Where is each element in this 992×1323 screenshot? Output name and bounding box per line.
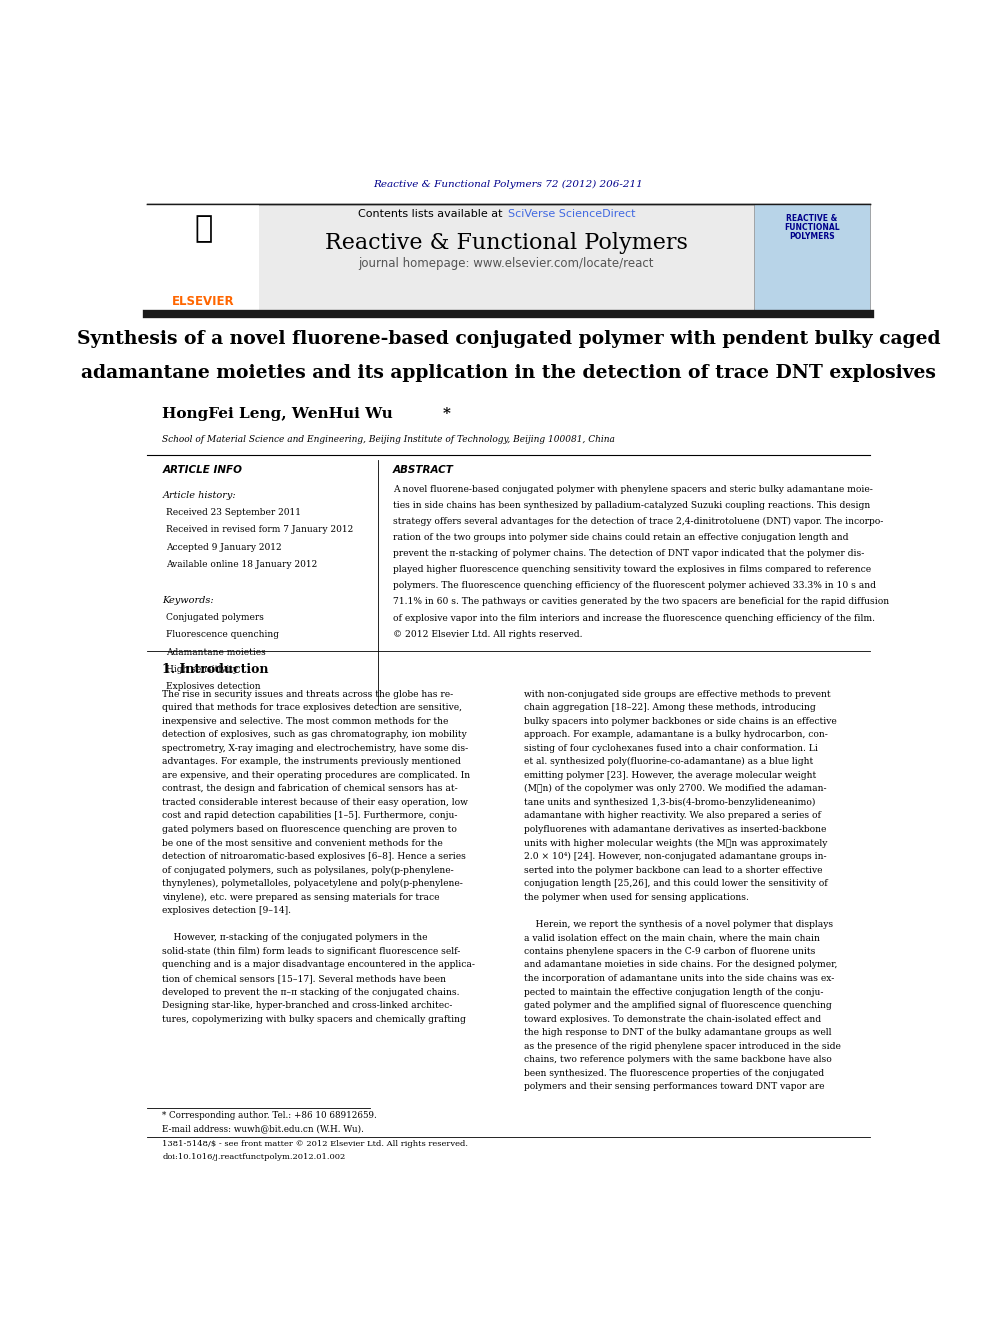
- Text: polyfluorenes with adamantane derivatives as inserted-backbone: polyfluorenes with adamantane derivative…: [524, 826, 826, 833]
- Text: prevent the π-stacking of polymer chains. The detection of DNT vapor indicated t: prevent the π-stacking of polymer chains…: [393, 549, 864, 558]
- Text: POLYMERS: POLYMERS: [790, 232, 835, 241]
- Text: ties in side chains has been synthesized by palladium-catalyzed Suzuki coupling : ties in side chains has been synthesized…: [393, 501, 870, 509]
- Text: *: *: [443, 407, 451, 421]
- Text: Keywords:: Keywords:: [163, 595, 214, 605]
- Text: Fluorescence quenching: Fluorescence quenching: [167, 631, 280, 639]
- Text: thynylenes), polymetalloles, polyacetylene and poly(p-phenylene-: thynylenes), polymetalloles, polyacetyle…: [163, 880, 463, 888]
- Text: Designing star-like, hyper-branched and cross-linked architec-: Designing star-like, hyper-branched and …: [163, 1002, 452, 1011]
- FancyBboxPatch shape: [259, 204, 755, 314]
- Text: Explosives detection: Explosives detection: [167, 683, 261, 692]
- Text: played higher fluorescence quenching sensitivity toward the explosives in films : played higher fluorescence quenching sen…: [393, 565, 871, 574]
- Text: the incorporation of adamantane units into the side chains was ex-: the incorporation of adamantane units in…: [524, 974, 834, 983]
- Text: chain aggregation [18–22]. Among these methods, introducing: chain aggregation [18–22]. Among these m…: [524, 703, 815, 712]
- Text: inexpensive and selective. The most common methods for the: inexpensive and selective. The most comm…: [163, 717, 448, 725]
- Text: chains, two reference polymers with the same backbone have also: chains, two reference polymers with the …: [524, 1056, 831, 1064]
- Text: Received in revised form 7 January 2012: Received in revised form 7 January 2012: [167, 525, 353, 534]
- Text: are expensive, and their operating procedures are complicated. In: are expensive, and their operating proce…: [163, 771, 470, 779]
- FancyBboxPatch shape: [755, 204, 870, 314]
- Text: units with higher molecular weights (the M͟n was approximately: units with higher molecular weights (the…: [524, 839, 827, 848]
- Text: journal homepage: www.elsevier.com/locate/react: journal homepage: www.elsevier.com/locat…: [358, 257, 654, 270]
- Text: approach. For example, adamantane is a bulky hydrocarbon, con-: approach. For example, adamantane is a b…: [524, 730, 827, 740]
- Text: the high response to DNT of the bulky adamantane groups as well: the high response to DNT of the bulky ad…: [524, 1028, 831, 1037]
- Text: SciVerse ScienceDirect: SciVerse ScienceDirect: [509, 209, 636, 218]
- Text: tures, copolymerizing with bulky spacers and chemically grafting: tures, copolymerizing with bulky spacers…: [163, 1015, 466, 1024]
- Text: The rise in security issues and threats across the globe has re-: The rise in security issues and threats …: [163, 689, 453, 699]
- Text: detection of nitroaromatic-based explosives [6–8]. Hence a series: detection of nitroaromatic-based explosi…: [163, 852, 466, 861]
- Text: A novel fluorene-based conjugated polymer with phenylene spacers and steric bulk: A novel fluorene-based conjugated polyme…: [393, 484, 873, 493]
- Text: However, π-stacking of the conjugated polymers in the: However, π-stacking of the conjugated po…: [163, 934, 428, 942]
- Text: gated polymers based on fluorescence quenching are proven to: gated polymers based on fluorescence que…: [163, 826, 457, 833]
- Text: developed to prevent the π–π stacking of the conjugated chains.: developed to prevent the π–π stacking of…: [163, 987, 460, 996]
- Text: cost and rapid detection capabilities [1–5]. Furthermore, conju-: cost and rapid detection capabilities [1…: [163, 811, 458, 820]
- Text: sisting of four cyclohexanes fused into a chair conformation. Li: sisting of four cyclohexanes fused into …: [524, 744, 817, 753]
- Text: polymers and their sensing performances toward DNT vapor are: polymers and their sensing performances …: [524, 1082, 824, 1091]
- FancyBboxPatch shape: [147, 204, 259, 314]
- Text: tracted considerable interest because of their easy operation, low: tracted considerable interest because of…: [163, 798, 468, 807]
- Text: quired that methods for trace explosives detection are sensitive,: quired that methods for trace explosives…: [163, 703, 462, 712]
- Text: and adamantane moieties in side chains. For the designed polymer,: and adamantane moieties in side chains. …: [524, 960, 837, 970]
- Text: HongFei Leng, WenHui Wu: HongFei Leng, WenHui Wu: [163, 407, 393, 421]
- Text: et al. synthesized poly(fluorine-co-adamantane) as a blue light: et al. synthesized poly(fluorine-co-adam…: [524, 757, 813, 766]
- Text: 🌳: 🌳: [194, 214, 212, 242]
- Text: vinylene), etc. were prepared as sensing materials for trace: vinylene), etc. were prepared as sensing…: [163, 893, 439, 902]
- Text: Adamantane moieties: Adamantane moieties: [167, 648, 266, 656]
- Text: pected to maintain the effective conjugation length of the conju-: pected to maintain the effective conjuga…: [524, 987, 823, 996]
- Text: ration of the two groups into polymer side chains could retain an effective conj: ration of the two groups into polymer si…: [393, 533, 848, 542]
- Text: be one of the most sensitive and convenient methods for the: be one of the most sensitive and conveni…: [163, 839, 443, 848]
- Text: of conjugated polymers, such as polysilanes, poly(p-phenylene-: of conjugated polymers, such as polysila…: [163, 865, 454, 875]
- Text: FUNCTIONAL: FUNCTIONAL: [785, 224, 840, 232]
- Text: ABSTRACT: ABSTRACT: [393, 466, 454, 475]
- Text: quenching and is a major disadvantage encountered in the applica-: quenching and is a major disadvantage en…: [163, 960, 475, 970]
- Text: detection of explosives, such as gas chromatography, ion mobility: detection of explosives, such as gas chr…: [163, 730, 467, 740]
- Text: conjugation length [25,26], and this could lower the sensitivity of: conjugation length [25,26], and this cou…: [524, 880, 827, 888]
- Text: as the presence of the rigid phenylene spacer introduced in the side: as the presence of the rigid phenylene s…: [524, 1041, 840, 1050]
- Text: High sensitivity: High sensitivity: [167, 665, 238, 673]
- Text: explosives detection [9–14].: explosives detection [9–14].: [163, 906, 292, 916]
- Text: Reactive & Functional Polymers: Reactive & Functional Polymers: [324, 232, 687, 254]
- Text: Received 23 September 2011: Received 23 September 2011: [167, 508, 302, 517]
- Text: Conjugated polymers: Conjugated polymers: [167, 613, 264, 622]
- Text: contrast, the design and fabrication of chemical sensors has at-: contrast, the design and fabrication of …: [163, 785, 458, 794]
- Text: School of Material Science and Engineering, Beijing Institute of Technology, Bei: School of Material Science and Engineeri…: [163, 435, 615, 443]
- Text: with non-conjugated side groups are effective methods to prevent: with non-conjugated side groups are effe…: [524, 689, 830, 699]
- Text: adamantane with higher reactivity. We also prepared a series of: adamantane with higher reactivity. We al…: [524, 811, 820, 820]
- Text: bulky spacers into polymer backbones or side chains is an effective: bulky spacers into polymer backbones or …: [524, 717, 836, 725]
- Text: tion of chemical sensors [15–17]. Several methods have been: tion of chemical sensors [15–17]. Severa…: [163, 974, 446, 983]
- Text: ELSEVIER: ELSEVIER: [172, 295, 234, 308]
- Text: been synthesized. The fluorescence properties of the conjugated: been synthesized. The fluorescence prope…: [524, 1069, 824, 1078]
- Text: Contents lists available at: Contents lists available at: [358, 209, 506, 218]
- Text: Available online 18 January 2012: Available online 18 January 2012: [167, 560, 317, 569]
- Text: Accepted 9 January 2012: Accepted 9 January 2012: [167, 542, 282, 552]
- Text: a valid isolation effect on the main chain, where the main chain: a valid isolation effect on the main cha…: [524, 934, 819, 942]
- Text: gated polymer and the amplified signal of fluorescence quenching: gated polymer and the amplified signal o…: [524, 1002, 831, 1011]
- Text: doi:10.1016/j.reactfunctpolym.2012.01.002: doi:10.1016/j.reactfunctpolym.2012.01.00…: [163, 1154, 345, 1162]
- Text: of explosive vapor into the film interiors and increase the fluorescence quenchi: of explosive vapor into the film interio…: [393, 614, 875, 623]
- Text: the polymer when used for sensing applications.: the polymer when used for sensing applic…: [524, 893, 749, 902]
- Text: * Corresponding author. Tel.: +86 10 68912659.: * Corresponding author. Tel.: +86 10 689…: [163, 1111, 377, 1121]
- Text: contains phenylene spacers in the C-9 carbon of fluorene units: contains phenylene spacers in the C-9 ca…: [524, 947, 815, 957]
- Text: Reactive & Functional Polymers 72 (2012) 206-211: Reactive & Functional Polymers 72 (2012)…: [374, 180, 643, 189]
- Text: 1381-5148/$ - see front matter © 2012 Elsevier Ltd. All rights reserved.: 1381-5148/$ - see front matter © 2012 El…: [163, 1140, 468, 1148]
- Text: spectrometry, X-ray imaging and electrochemistry, have some dis-: spectrometry, X-ray imaging and electroc…: [163, 744, 468, 753]
- Text: REACTIVE &: REACTIVE &: [787, 214, 837, 222]
- Text: (M͟n) of the copolymer was only 2700. We modified the adaman-: (M͟n) of the copolymer was only 2700. We…: [524, 785, 826, 794]
- Text: E-mail address: wuwh@bit.edu.cn (W.H. Wu).: E-mail address: wuwh@bit.edu.cn (W.H. Wu…: [163, 1125, 364, 1134]
- Text: Article history:: Article history:: [163, 491, 236, 500]
- Text: polymers. The fluorescence quenching efficiency of the fluorescent polymer achie: polymers. The fluorescence quenching eff…: [393, 581, 876, 590]
- Text: toward explosives. To demonstrate the chain-isolated effect and: toward explosives. To demonstrate the ch…: [524, 1015, 821, 1024]
- Text: advantages. For example, the instruments previously mentioned: advantages. For example, the instruments…: [163, 757, 461, 766]
- Text: strategy offers several advantages for the detection of trace 2,4-dinitrotoluene: strategy offers several advantages for t…: [393, 517, 884, 527]
- Text: 71.1% in 60 s. The pathways or cavities generated by the two spacers are benefic: 71.1% in 60 s. The pathways or cavities …: [393, 598, 889, 606]
- Text: adamantane moieties and its application in the detection of trace DNT explosives: adamantane moieties and its application …: [81, 364, 935, 381]
- Text: ARTICLE INFO: ARTICLE INFO: [163, 466, 242, 475]
- Text: 2.0 × 10⁴) [24]. However, non-conjugated adamantane groups in-: 2.0 × 10⁴) [24]. However, non-conjugated…: [524, 852, 826, 861]
- Text: 1. Introduction: 1. Introduction: [163, 663, 269, 676]
- Text: emitting polymer [23]. However, the average molecular weight: emitting polymer [23]. However, the aver…: [524, 771, 816, 779]
- Text: Herein, we report the synthesis of a novel polymer that displays: Herein, we report the synthesis of a nov…: [524, 919, 833, 929]
- Text: tane units and synthesized 1,3-bis(4-bromo-benzylideneanimo): tane units and synthesized 1,3-bis(4-bro…: [524, 798, 815, 807]
- Text: Synthesis of a novel fluorene-based conjugated polymer with pendent bulky caged: Synthesis of a novel fluorene-based conj…: [76, 329, 940, 348]
- Text: serted into the polymer backbone can lead to a shorter effective: serted into the polymer backbone can lea…: [524, 865, 822, 875]
- Text: © 2012 Elsevier Ltd. All rights reserved.: © 2012 Elsevier Ltd. All rights reserved…: [393, 630, 582, 639]
- Text: solid-state (thin film) form leads to significant fluorescence self-: solid-state (thin film) form leads to si…: [163, 947, 461, 957]
